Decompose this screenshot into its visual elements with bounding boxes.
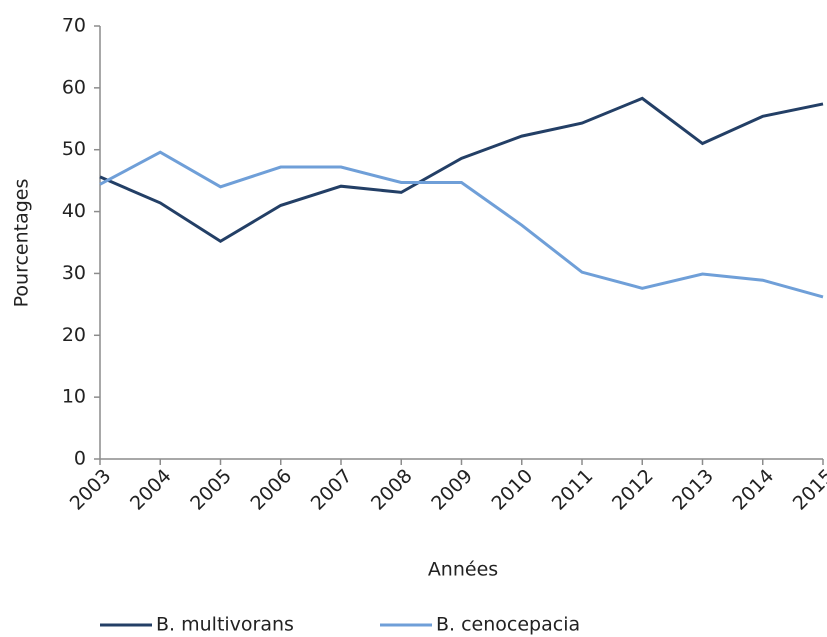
legend-label: B. multivorans: [156, 614, 294, 636]
series-line: [99, 150, 824, 299]
y-tick-label: 40: [62, 200, 86, 222]
y-tick-label: 10: [62, 386, 86, 408]
x-tick-label: 2015: [789, 465, 827, 515]
y-tick-label: 60: [62, 76, 86, 98]
x-tick-label: 2011: [548, 465, 598, 515]
x-tick-label: 2007: [307, 465, 357, 515]
x-axis-title: Années: [428, 559, 498, 581]
x-tick-label: 2006: [246, 465, 296, 515]
x-tick-label: 2005: [186, 465, 236, 515]
x-tick-label: 2013: [668, 465, 718, 515]
legend-label: B. cenocepacia: [436, 614, 580, 636]
y-tick-label: 0: [74, 448, 86, 470]
x-tick-label: 2008: [367, 465, 417, 515]
y-tick-label: 70: [62, 15, 86, 37]
x-tick-label: 2014: [728, 465, 778, 515]
y-tick-label: 20: [62, 324, 86, 346]
x-tick-label: 2003: [66, 465, 116, 515]
x-tick-label: 2012: [608, 465, 658, 515]
y-tick-label: 50: [62, 138, 86, 160]
x-tick-label: 2009: [427, 465, 477, 515]
y-tick-label: 30: [62, 262, 86, 284]
x-tick-label: 2010: [487, 465, 537, 515]
series-line: [99, 96, 824, 244]
x-tick-label: 2004: [126, 465, 176, 515]
y-axis-title: Pourcentages: [11, 179, 33, 308]
